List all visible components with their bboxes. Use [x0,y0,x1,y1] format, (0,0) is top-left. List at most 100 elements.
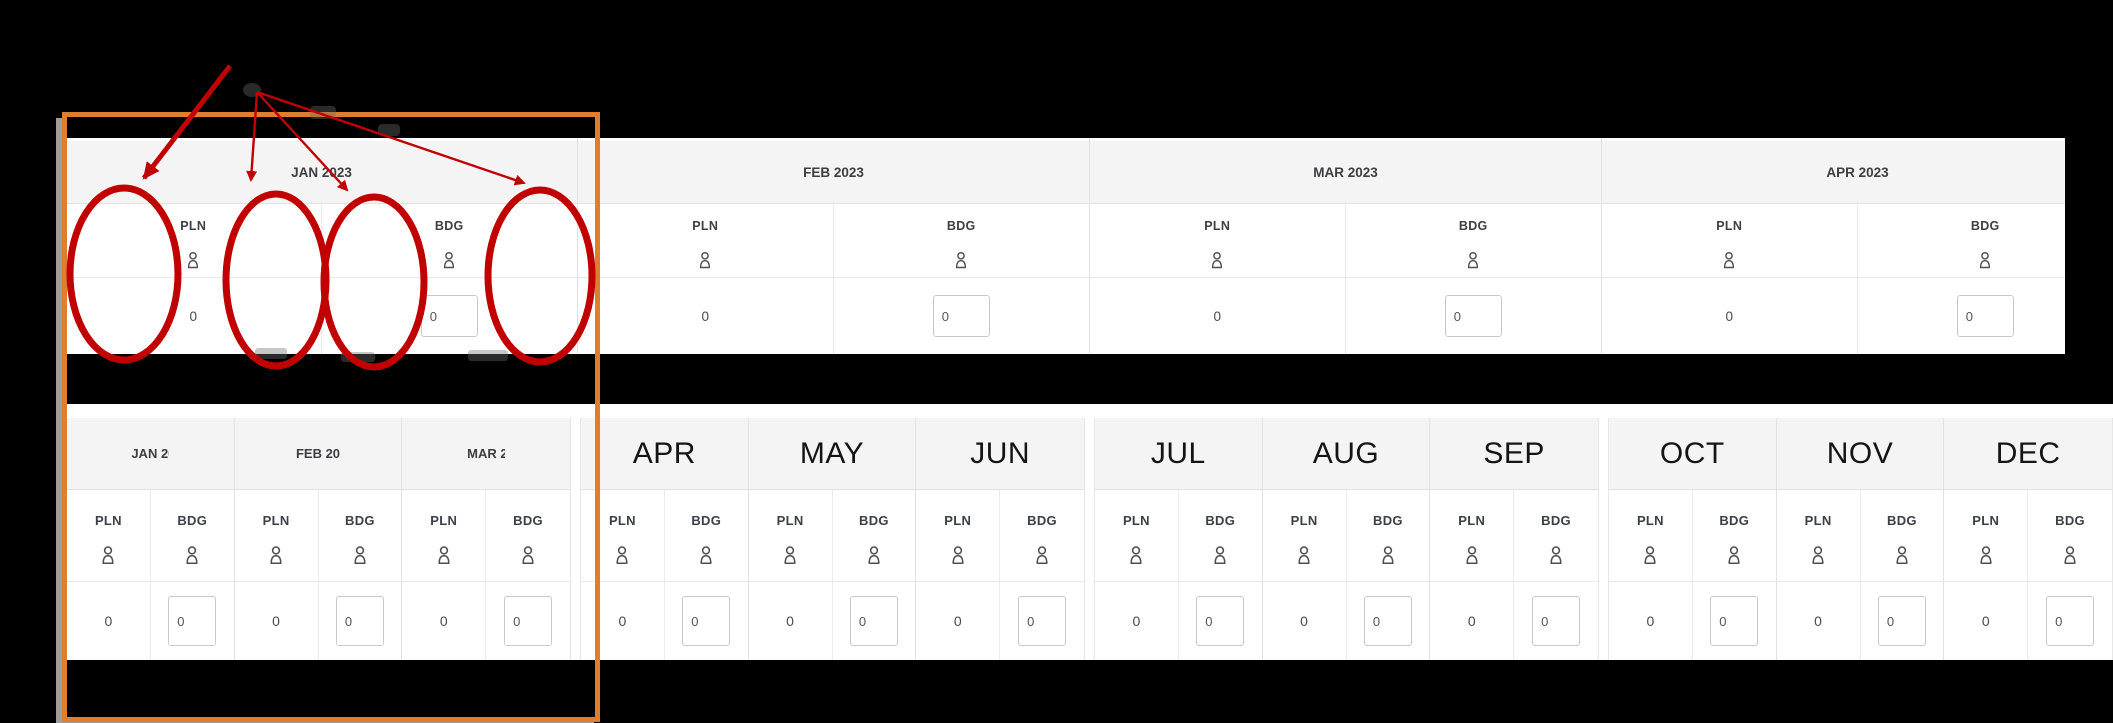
pln-label: PLN [1204,219,1231,233]
month-header: MAY [748,418,917,490]
bdg-input[interactable] [932,295,990,337]
pln-value: 0 [701,308,709,324]
month-label: DEC [1995,436,2061,470]
month-header: OCT [1609,418,1777,490]
quarter-card-q1: JAN 20 FEB 20 MAR 20 PLN BDG PLN BDG PLN… [66,418,571,660]
pln-column-header: PLN [1944,490,2029,582]
month-header: SEP [1430,418,1598,490]
quarter-card-q3: JUL AUG SEP PLN BDG PLN BDG PLN BDG 0 0 … [1094,418,1599,660]
bdg-input[interactable] [504,596,553,646]
month-label: MAR 2023 [1313,164,1378,180]
pln-label: PLN [1122,513,1150,528]
bdg-label: BDG [1027,513,1057,528]
bdg-column-header: BDG [833,204,1089,278]
bdg-value-cell [1179,582,1263,660]
pln-label: PLN [1636,513,1664,528]
bdg-value-cell [1693,582,1777,660]
person-icon [1207,249,1227,271]
person-icon [1639,543,1661,567]
month-block-feb-2023: FEB 2023 PLN BDG 0 [578,138,1090,354]
bdg-input[interactable] [168,596,217,646]
pln-label: PLN [94,513,122,528]
month-header: MAR 2023 [1090,138,1601,204]
bdg-input[interactable] [1018,596,1067,646]
month-header: DEC [1944,418,2112,490]
quarter-card-q4: OCT NOV DEC PLN BDG PLN BDG PLN BDG 0 0 … [1608,418,2113,660]
person-icon [947,543,969,567]
pln-label: PLN [692,219,719,233]
bdg-column-header: BDG [1345,204,1601,278]
bdg-label: BDG [691,513,722,528]
month-label: JUN [970,436,1031,470]
pln-column-header: PLN [234,490,319,582]
bdg-column-header: BDG [1857,204,2113,278]
bdg-input[interactable] [1956,295,2014,337]
pln-value-cell: 0 [581,582,665,660]
bdg-input[interactable] [1444,295,1502,337]
bdg-label: BDG [434,219,464,233]
person-icon [695,249,715,271]
bdg-input[interactable] [1877,596,1926,646]
bdg-input[interactable] [849,596,898,646]
bdg-input[interactable] [335,596,384,646]
bdg-label: BDG [345,513,375,528]
person-icon [1545,543,1567,567]
pln-column-header: PLN [748,490,833,582]
bdg-input[interactable] [1363,596,1412,646]
month-block-jan-2023: JAN 2023 PLN BDG 0 [66,138,578,354]
person-icon [1125,543,1147,567]
pln-value-cell: 0 [1430,582,1515,660]
bdg-input[interactable] [1532,596,1581,646]
bdg-value-cell [1000,582,1084,660]
bdg-input[interactable] [1196,596,1245,646]
pln-column-header: PLN [916,490,1001,582]
month-label: NOV [1826,436,1894,470]
pln-value: 0 [104,613,113,629]
pln-value: 0 [272,613,280,629]
pln-value: 0 [1814,613,1822,629]
pln-label: PLN [1458,513,1486,528]
bdg-label: BDG [1205,513,1236,528]
month-label: JAN 2023 [291,164,352,180]
pln-value-cell: 0 [1263,582,1347,660]
pln-label: PLN [262,513,290,528]
bdg-label: BDG [1887,513,1917,528]
month-label: MAR 20 [467,446,506,461]
month-label: JAN 20 [131,446,169,461]
person-icon [1723,543,1745,567]
bdg-column-header: BDG [1000,490,1084,582]
bdg-input[interactable] [2046,596,2095,646]
pln-value-cell: 0 [578,278,834,354]
bdg-value-cell [833,582,917,660]
bdg-input[interactable] [682,596,731,646]
person-icon [97,543,119,567]
month-header: NOV [1776,418,1945,490]
month-label: FEB 20 [295,446,341,461]
person-icon [695,543,717,567]
pln-value: 0 [1646,613,1655,629]
bdg-input[interactable] [420,295,478,337]
quarter-card-q2: APR MAY JUN PLN BDG PLN BDG PLN BDG 0 0 … [580,418,1085,660]
bdg-input[interactable] [1710,596,1759,646]
month-label: AUG [1312,436,1380,470]
pln-value: 0 [953,613,962,629]
pln-label: PLN [1716,219,1743,233]
month-header: JUN [916,418,1084,490]
bdg-column-header: BDG [2028,490,2112,582]
person-icon [779,543,801,567]
month-header: JAN 2023 [66,138,577,204]
bdg-label: BDG [1458,219,1488,233]
month-label: APR [632,436,696,470]
bdg-column-header: BDG [150,490,235,582]
pln-value-cell: 0 [1095,582,1179,660]
bdg-value-cell [1861,582,1945,660]
pln-value: 0 [1725,308,1733,324]
bdg-value-cell [834,278,1090,354]
month-block-mar-2023: MAR 2023 PLN BDG 0 [1090,138,1602,354]
person-icon [1293,543,1315,567]
pln-column-header: PLN [578,204,834,278]
person-icon [611,543,633,567]
pln-column-header: PLN [67,490,151,582]
bdg-column-header: BDG [1692,490,1777,582]
person-icon [2059,543,2081,567]
